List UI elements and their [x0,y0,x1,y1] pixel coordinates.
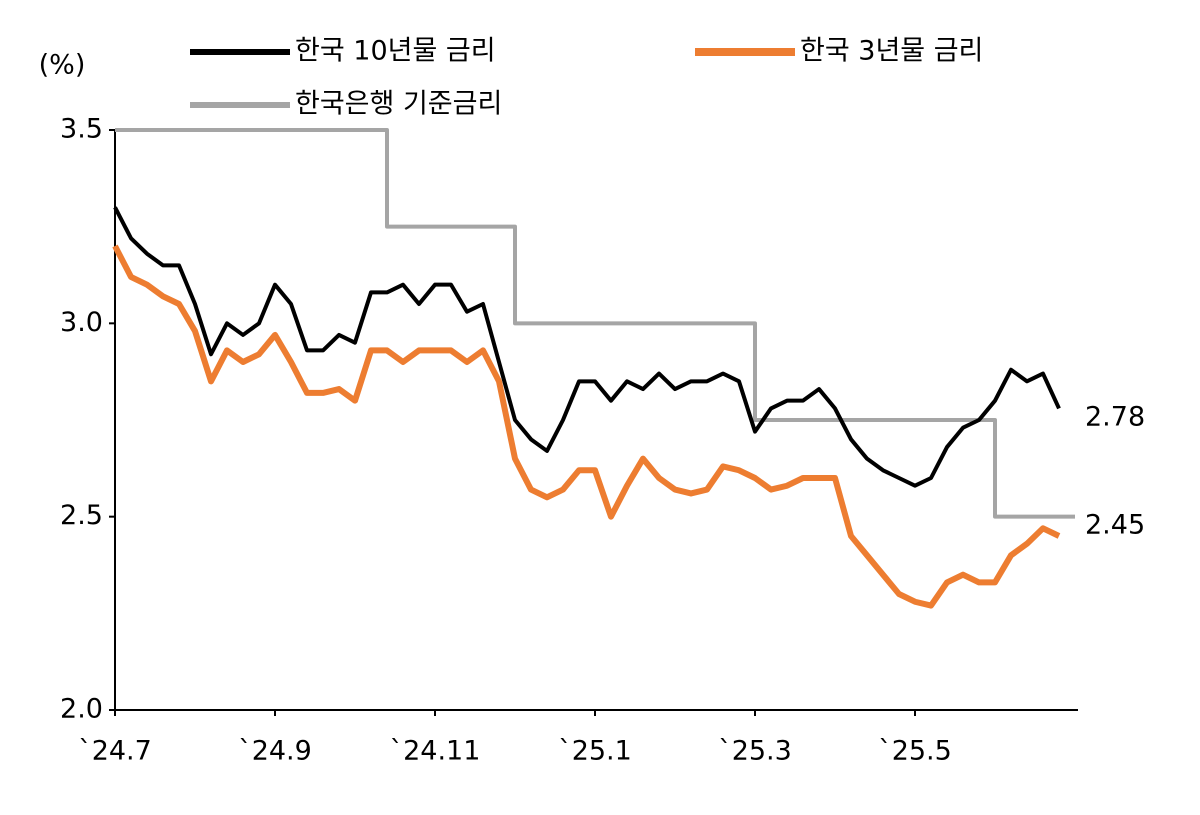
end-label: 2.45 [1085,510,1145,541]
series-line [112,244,1061,609]
x-tick-label: `24.7 [78,736,152,767]
y-axis-label: (%) [39,50,86,81]
y-tick-label: 2.0 [60,694,103,725]
x-tick-label: `24.11 [390,736,481,767]
series-line [115,128,1075,519]
x-tick-label: `25.5 [878,736,952,767]
x-tick-label: `24.9 [238,736,312,767]
legend-label: 한국 3년물 금리 [800,36,983,67]
x-tick-label: `25.3 [718,736,792,767]
y-tick-label: 2.5 [60,500,103,531]
legend-label: 한국 10년물 금리 [295,36,496,67]
series-line [113,206,1061,488]
end-label: 2.78 [1085,402,1145,433]
legend-label: 한국은행 기준금리 [295,89,502,120]
x-tick-label: `25.1 [558,736,632,767]
y-tick-label: 3.0 [60,307,103,338]
y-tick-label: 3.5 [60,114,103,145]
